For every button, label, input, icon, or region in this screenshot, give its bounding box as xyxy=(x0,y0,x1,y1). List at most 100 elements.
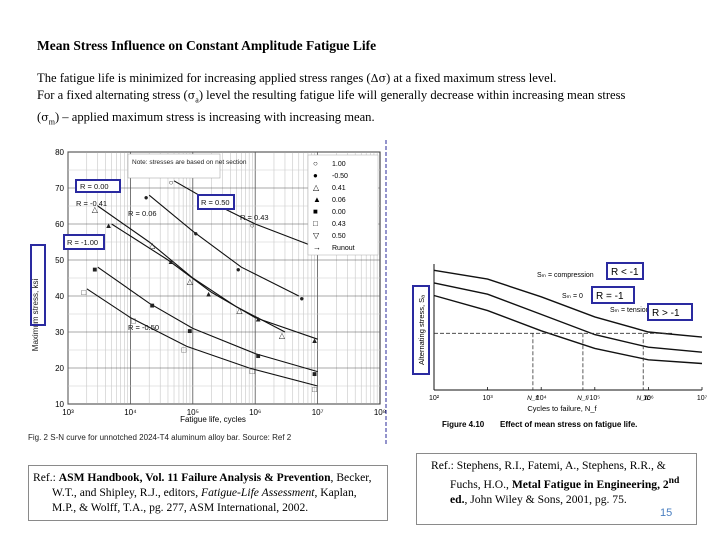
sn-ytick: 70 xyxy=(55,184,64,193)
r-annot-box-equal xyxy=(591,286,635,304)
ms-label-tension: Sₘ = tension xyxy=(610,307,650,314)
sn-data-point: ▲ xyxy=(254,315,262,324)
sn-data-point: ▲ xyxy=(167,257,175,266)
legend-marker-6: □ xyxy=(313,219,318,228)
sn-legend: ○ 1.00 ● -0.50 △ 0.41 ▲ 0.06 ■ 0.00 □ 0.43 ▽ 0.… xyxy=(307,154,379,256)
reference-left: Ref.: ASM Handbook, Vol. 11 Failure Anal… xyxy=(28,465,388,521)
body-text: The fatigue life is minimized for increa… xyxy=(37,70,707,130)
sn-data-point: ● xyxy=(193,229,198,238)
r-annot-less: R < -1 xyxy=(611,267,639,278)
sn-xtick: 10⁵ xyxy=(187,408,199,417)
r-label-neg050: R = -0.50 xyxy=(128,323,159,332)
sn-plot-curves xyxy=(86,180,318,387)
sn-ytick: 40 xyxy=(55,292,64,301)
sn-ytick: 50 xyxy=(55,256,64,265)
r-annot-box-greater xyxy=(647,303,693,321)
ms-curve xyxy=(433,269,703,338)
ms-plot: 10² 10³ 10⁴ 10⁵ 10⁶ 10⁷ N_fl N_fi N_fc xyxy=(429,264,708,402)
legend-marker-5: ■ xyxy=(313,207,318,216)
sn-data-point: □ xyxy=(81,288,86,297)
r-label-006: R = 0.06 xyxy=(128,209,157,218)
ms-xtick: 10² xyxy=(429,395,440,402)
sn-data-point: ○ xyxy=(250,221,255,230)
sn-data-point: ● xyxy=(144,193,149,202)
sn-xtick: 10³ xyxy=(62,408,74,417)
ms-ylabel: Alternating stress, Sₐ xyxy=(417,295,426,365)
ylabel-highlight-box xyxy=(30,244,46,326)
legend-label-7: 0.50 xyxy=(332,233,346,240)
sn-xtick: 10⁴ xyxy=(124,408,137,417)
ms-n-label: N_fl xyxy=(527,395,539,402)
sn-data-point: △ xyxy=(92,205,99,214)
legend-label-4: 0.06 xyxy=(332,197,346,204)
sn-data-point: ● xyxy=(299,294,304,303)
sn-curve-line xyxy=(148,194,300,297)
legend-label-1: 1.00 xyxy=(332,161,346,168)
slide-title: Mean Stress Influence on Constant Amplit… xyxy=(37,38,377,53)
sn-data-point: □ xyxy=(131,317,136,326)
sn-data-point: ▲ xyxy=(205,289,213,298)
sn-data-point: △ xyxy=(236,306,243,315)
legend-marker-8: → xyxy=(313,243,321,252)
sn-ytick: 60 xyxy=(55,220,64,229)
ms-label-compression: Sₘ = compression xyxy=(537,272,594,279)
sn-note: Note: stresses are based on net section xyxy=(132,159,247,166)
ms-n-label: N_fi xyxy=(577,395,589,402)
sn-ytick: 10 xyxy=(55,400,64,409)
ms-xtick: 10⁷ xyxy=(697,395,708,402)
legend-marker-4: ▲ xyxy=(313,195,321,204)
mean-stress-figure: 10² 10³ 10⁴ 10⁵ 10⁶ 10⁷ N_fl N_fi N_fc Alternati… xyxy=(412,258,717,443)
sn-plot-markers: ○○○○●●●●△△△△△▲▲▲▲▲■■■■■□□□□□ xyxy=(81,178,318,394)
sn-data-point: ● xyxy=(236,265,241,274)
r-label-box-top xyxy=(75,179,121,193)
sn-data-point: ○ xyxy=(169,178,174,187)
ms-curve xyxy=(433,294,703,365)
ms-ylabel-box xyxy=(412,285,430,375)
r-annot-box-less xyxy=(606,262,644,280)
legend-marker-7: ▽ xyxy=(313,231,320,240)
ms-xtick: 10³ xyxy=(483,395,494,402)
sn-xtick: 10⁷ xyxy=(312,408,324,417)
r-label-box-100 xyxy=(63,234,105,250)
ms-xlabel: Cycles to failure, N_f xyxy=(527,404,597,413)
ms-curve xyxy=(433,282,703,353)
sn-caption: Fig. 2 S-N curve for unnotched 2024-T4 a… xyxy=(28,433,292,442)
sn-ylabel: Maximum stress, ksi xyxy=(31,279,40,352)
r-label-box-050 xyxy=(197,194,235,210)
ms-caption-text: Effect of mean stress on fatigue life. xyxy=(500,420,637,429)
sn-curve-line xyxy=(111,223,318,340)
r-label-041: R = -0.41 xyxy=(76,199,107,208)
r-label-top: R = 0.00 xyxy=(80,182,109,191)
r-label-050: R = 0.50 xyxy=(201,198,230,207)
sn-data-point: □ xyxy=(181,345,186,354)
sn-ytick: 30 xyxy=(55,328,64,337)
ms-xtick: 10⁵ xyxy=(589,395,600,402)
sn-curve-line xyxy=(173,180,312,247)
sn-data-point: ■ xyxy=(187,326,192,335)
ms-xtick: 10⁴ xyxy=(536,395,547,402)
sn-data-point: ■ xyxy=(92,265,97,274)
sn-data-point: ■ xyxy=(312,370,317,379)
ms-n-label: N_fc xyxy=(637,395,651,402)
sn-data-point: □ xyxy=(250,367,255,376)
paragraph-mean-stress: (σm) – applied maximum stress is increas… xyxy=(37,109,375,127)
r-label-043: R = 0.43 xyxy=(240,213,269,222)
ms-caption-num: Figure 4.10 xyxy=(442,420,485,429)
sn-ytick: 20 xyxy=(55,364,64,373)
legend-label-8: Runout xyxy=(332,245,355,252)
legend-label-2: -0.50 xyxy=(332,173,348,180)
sn-data-point: ■ xyxy=(150,301,155,310)
ms-xtick: 10⁶ xyxy=(643,395,654,402)
legend-label-6: 0.43 xyxy=(332,221,346,228)
slide-number: 15 xyxy=(660,507,673,519)
sn-xtick: 10⁸ xyxy=(374,408,386,417)
r-annot-greater: R > -1 xyxy=(652,308,680,319)
legend-marker-2: ● xyxy=(313,171,318,180)
legend-label-3: 0.41 xyxy=(332,185,346,192)
legend-label-5: 0.00 xyxy=(332,209,346,216)
sn-data-point: □ xyxy=(312,385,317,394)
note-box xyxy=(127,153,221,179)
sn-curve-line xyxy=(86,288,318,387)
sn-xlabel: Fatigue life, cycles xyxy=(180,415,246,424)
